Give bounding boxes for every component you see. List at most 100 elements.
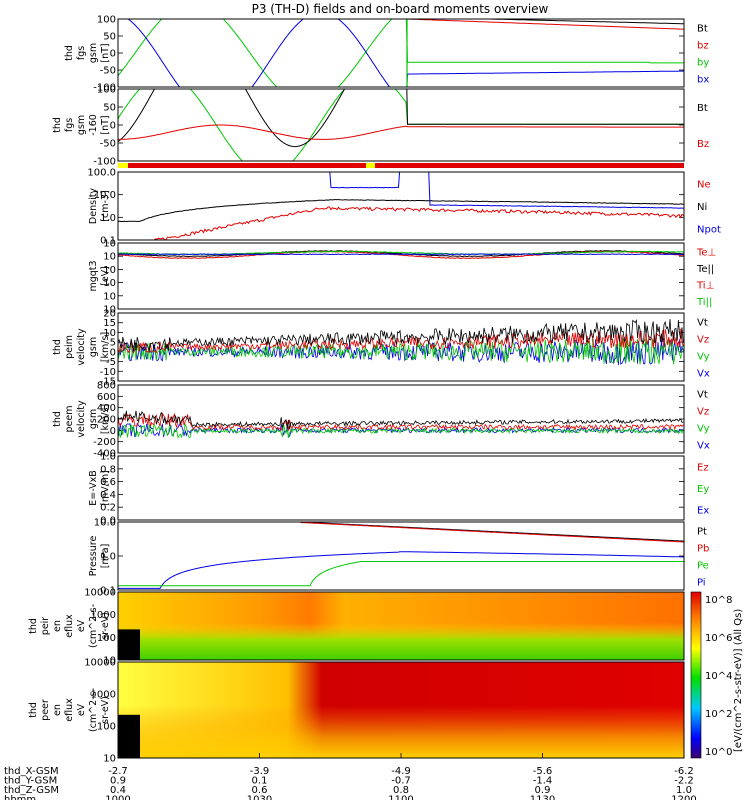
ytick-label: 1.0 [100,213,116,224]
ytick-label: -200 [93,437,116,448]
legend-Bt: Bt [697,24,708,35]
ylabel-efield: E=-VxB [88,470,99,505]
ytick-label: 0.1 [100,236,116,247]
legend-Ex: Ex [697,505,709,516]
footer-value-hhmm: 1030 [247,795,272,800]
legend-Vy: Vy [697,352,710,363]
series-by [118,19,684,87]
ylabel-fgs_dsl: -160 [88,114,99,136]
footer-value-y: -2.2 [674,776,694,787]
ytick-label: 10 [103,656,116,667]
ylabel-peer: eV [76,703,87,716]
series-green [118,89,684,161]
ytick-label: -50 [100,139,116,150]
series-Ni [118,199,684,223]
ytick-label: 0.1 [100,586,116,597]
spectrogram-gap [118,629,140,660]
ylabel-peem_velocity: thd [52,411,63,427]
panel-pressure: Pressure [nPa] 10.0 1.0 0.1 Pt Pb Pe Pi [88,518,709,597]
ylabel-peir: peir [40,617,51,636]
colorbar-tick: 10^6 [705,633,732,644]
ylabel-peem_velocity: [km/s] [100,404,111,434]
ylabel-peim_velocity: [km/s] [100,332,111,362]
mode-bar-yellow [118,163,128,168]
ytick-label: -5 [106,357,116,368]
footer-value-x: -2.7 [108,766,128,777]
ylabel-fgs: gsm [88,43,99,63]
series-bz [406,19,684,30]
ytick-label: 0.6 [100,477,116,488]
series-Bt [118,89,684,148]
ylabel-pressure: Pressure [88,536,99,577]
footer-value-z: 0.4 [110,785,126,796]
series-Bz [118,124,684,140]
ytick-label: 50 [103,103,116,114]
ytick-label: 0 [110,426,116,437]
series-Pe [118,561,684,587]
series-Npot [329,172,684,209]
ylabel-fgs_dsl: fgs [64,118,75,132]
legend-Vy: Vy [697,424,710,435]
ytick-label: 100 [97,85,116,96]
ylabel-density: [cm-3] [100,190,111,221]
legend-bx: bx [697,75,709,86]
ytick-label: 50 [103,32,116,43]
footer-value-y: 0.1 [252,776,268,787]
ytick-label: 10 [103,754,116,765]
ylabel-peer: sr-eV) [100,696,111,724]
figure-title: P3 (TH-D) fields and on-board moments ov… [252,2,549,16]
ylabel-peem_velocity: gsm [88,409,99,429]
ylabel-peer: thd [28,702,39,718]
ylabel-peir: eV [76,619,87,632]
footer-value-x: -5.6 [533,766,553,777]
ytick-label: 10000 [84,588,116,599]
panel-fgs: thd fgs gsm [nT] 100 50 0 -50 -100 Bt bz by bx [64,15,709,94]
panel-frame [117,312,685,382]
ylabel-pressure: [nPa] [100,544,111,569]
colorbar-gradient [690,591,702,759]
legend-Ne: Ne [697,179,711,190]
ylabel-peim_velocity: gsm [88,337,99,357]
ytick-label: 0.4 [100,490,116,501]
legend-Ti||: Ti|| [696,297,712,308]
panel-frame [117,384,685,454]
legend-Pt: Pt [697,527,707,538]
ytick-label: 10 [103,305,116,316]
legend-Npot: Npot [697,225,721,236]
ytick-label: 800 [97,381,116,392]
footer-value-hhmm: 1100 [388,795,413,800]
ytick-label: 1000 [91,610,116,621]
ytick-label: 600 [97,392,116,403]
ytick-label: -15 [100,377,116,388]
footer-value-y: -0.7 [391,776,411,787]
series-Pb [300,522,684,543]
footer-value-y: 0.9 [110,776,126,787]
colorbar-ticks: 10^8 10^6 10^4 10^2 10^0 [705,595,732,758]
series-Vz [118,328,684,354]
ylabel-peir: (cm^2-s- [88,604,99,648]
mode-bar-yellow [366,163,375,168]
colorbar: 10^8 10^6 10^4 10^2 10^0 [eV/(cm^2-s-str-eV)… [690,591,744,759]
footer-row-label: thd_X-GSM [4,766,59,777]
panel-mode_bar [118,163,684,168]
legend-Ti⊥: Ti⊥ [696,280,714,291]
ytick-label: -100 [93,83,116,94]
panel-peem_velocity: thd peem velocity gsm [km/s] 8006004002000-20… [52,381,710,460]
ytick-label: 100.0 [87,168,116,179]
panel-density: Density [cm-3] 100.0 10.0 1.0 0.1 Ne Ni Npot [87,168,721,247]
spectrogram-gap [118,714,140,758]
ytick-label: 0 [110,49,116,60]
legend-Ey: Ey [697,484,709,495]
ylabel-temperature: [eV] [100,266,111,286]
spectrogram-low-peer [118,705,684,758]
ytick-label: 10 [103,278,116,289]
series-Ne [150,206,684,240]
legend-Vz: Vz [697,407,709,418]
legend-Pe: Pe [697,561,709,572]
ytick-label: 10.0 [94,518,116,529]
colorbar-label: [eV/(cm^2-s-str-eV)] (All Qs) [733,609,744,752]
ytick-label: -400 [93,449,116,460]
ytick-label: -100 [93,157,116,168]
